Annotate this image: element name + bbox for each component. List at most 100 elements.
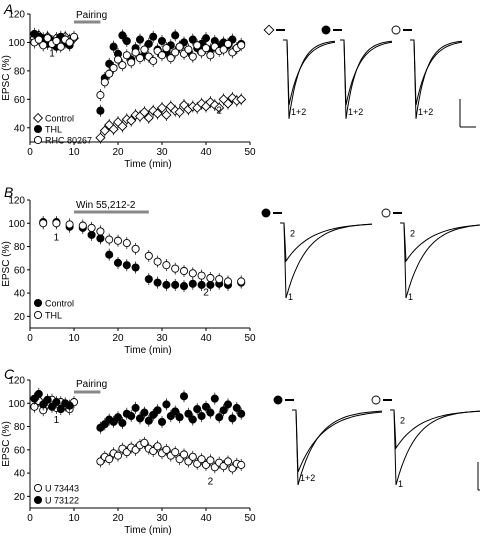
x-tick-label: 10 — [68, 513, 80, 524]
data-point — [175, 413, 184, 422]
data-point — [219, 406, 228, 415]
data-point — [122, 36, 131, 46]
x-tick-label: 10 — [68, 333, 80, 344]
y-tick-label: 40 — [14, 469, 26, 480]
x-tick-label: 40 — [200, 147, 212, 158]
y-tick-label: 60 — [14, 95, 26, 106]
data-point — [153, 257, 162, 266]
trace-condition-marker — [381, 208, 391, 218]
trace-condition-marker — [261, 208, 271, 218]
data-point — [228, 414, 237, 423]
data-point — [96, 91, 105, 100]
data-point — [162, 445, 171, 454]
data-point — [179, 392, 189, 401]
data-point — [222, 98, 234, 109]
data-point — [127, 58, 136, 67]
panel-letter-b: B — [4, 184, 13, 200]
y-tick-label: 60 — [14, 445, 26, 456]
data-point — [118, 31, 127, 40]
data-point — [214, 102, 225, 113]
y-tick-label: 40 — [14, 123, 26, 134]
data-point — [162, 261, 171, 270]
data-point — [193, 405, 202, 414]
data-point — [201, 44, 211, 53]
data-point — [236, 94, 247, 105]
data-point — [223, 277, 233, 286]
legend-marker — [33, 135, 43, 145]
trace-label: 1 — [288, 292, 293, 302]
y-tick-label: 80 — [14, 66, 26, 77]
data-point — [113, 55, 123, 64]
data-point — [153, 442, 162, 451]
data-point — [152, 108, 163, 119]
data-point — [227, 92, 238, 103]
data-point — [237, 277, 246, 286]
treatment-bar-label: Pairing — [76, 379, 107, 390]
plot-panel-c: 0 10 20 30 40 50 20 40 60 80 100 120 Time (min) EPSC … — [1, 376, 256, 537]
data-point — [206, 51, 215, 60]
data-point — [179, 266, 189, 276]
trace-condition-marker — [391, 25, 401, 35]
data-point — [131, 48, 140, 57]
data-point — [162, 400, 171, 409]
x-tick-label: 30 — [156, 147, 168, 158]
data-point — [43, 34, 52, 43]
data-point — [162, 280, 171, 289]
data-point — [56, 405, 65, 414]
data-point — [144, 39, 153, 48]
panel-letter-a: A — [3, 1, 13, 17]
x-tick-label: 0 — [27, 333, 33, 344]
trace-label: 1+2 — [291, 107, 306, 117]
legend-label: Control — [45, 299, 74, 309]
data-point — [87, 223, 96, 232]
legend-label: RHC 80267 — [45, 136, 92, 146]
data-point — [174, 107, 185, 118]
legend-label: U 73443 — [45, 484, 79, 494]
x-tick-label: 0 — [27, 513, 33, 524]
data-point — [161, 109, 172, 121]
legend-marker — [33, 310, 43, 320]
data-point — [179, 450, 189, 459]
trace-label: 1+2 — [418, 107, 433, 117]
x-tick-label: 20 — [112, 147, 124, 158]
data-point — [232, 403, 241, 412]
data-point — [184, 409, 193, 418]
data-point — [209, 99, 220, 111]
data-point — [108, 124, 119, 135]
data-point — [118, 419, 127, 428]
data-point — [149, 32, 158, 41]
data-point — [148, 105, 159, 116]
data-point — [69, 32, 79, 41]
annotation-label: 2 — [208, 477, 214, 488]
traces-panel-a: 1+2 1+2 1+2 — [263, 24, 476, 128]
y-tick-label: 100 — [8, 399, 25, 410]
data-point — [206, 273, 215, 283]
data-point — [171, 31, 180, 40]
x-tick-label: 10 — [68, 147, 80, 158]
data-point — [149, 56, 158, 65]
y-tick-label: 20 — [14, 312, 26, 323]
x-tick-label: 0 — [27, 147, 33, 158]
x-tick-label: 50 — [244, 513, 256, 524]
trace-label: 2 — [290, 228, 295, 238]
epsc-trace — [292, 409, 383, 486]
data-point — [237, 41, 246, 50]
data-point — [223, 39, 233, 48]
legend-marker — [33, 298, 43, 308]
data-point — [65, 220, 74, 229]
data-point — [113, 258, 123, 267]
data-point — [135, 414, 145, 423]
annotation-label: 1 — [49, 49, 55, 60]
data-point — [171, 48, 180, 57]
data-point — [118, 61, 127, 70]
data-point — [175, 42, 184, 51]
trace-label: 1+2 — [348, 107, 363, 117]
data-point — [210, 394, 219, 403]
x-tick-label: 20 — [112, 513, 124, 524]
data-point — [179, 282, 189, 291]
data-point — [96, 227, 105, 236]
data-point — [56, 42, 65, 51]
data-point — [188, 279, 197, 288]
y-tick-label: 120 — [8, 376, 25, 387]
